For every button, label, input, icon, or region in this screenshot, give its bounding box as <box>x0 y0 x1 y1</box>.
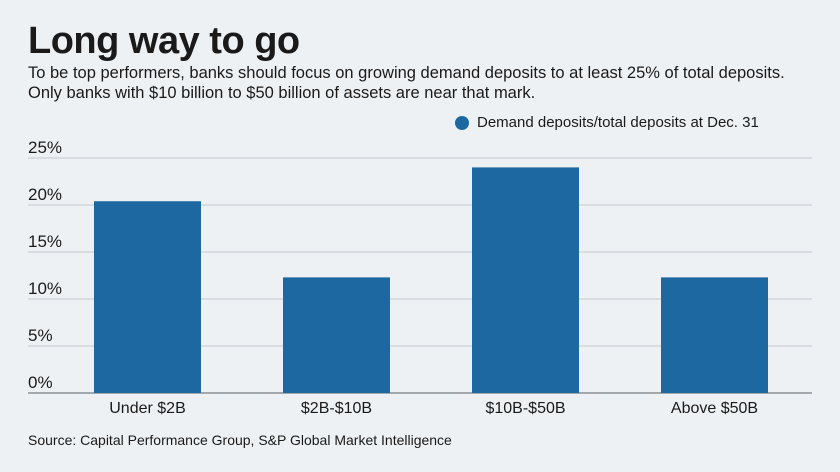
y-tick-label: 25% <box>28 138 62 157</box>
chart-title: Long way to go <box>28 20 300 62</box>
bar <box>472 167 579 393</box>
x-tick-label: $2B-$10B <box>301 400 372 417</box>
y-tick-label: 5% <box>28 326 53 345</box>
x-tick-label: Above $50B <box>671 400 758 417</box>
bar <box>94 201 201 393</box>
y-tick-label: 20% <box>28 185 62 204</box>
chart-subtitle: To be top performers, banks should focus… <box>28 64 785 102</box>
bar <box>661 277 768 393</box>
y-tick-label: 15% <box>28 232 62 251</box>
x-tick-label: $10B-$50B <box>485 400 565 417</box>
source-note: Source: Capital Performance Group, S&P G… <box>28 432 452 448</box>
y-tick-label: 10% <box>28 279 62 298</box>
legend-label: Demand deposits/total deposits at Dec. 3… <box>477 114 759 131</box>
x-tick-label: Under $2B <box>109 400 186 417</box>
legend: Demand deposits/total deposits at Dec. 3… <box>455 114 759 131</box>
bar <box>283 277 390 393</box>
legend-swatch <box>455 115 469 130</box>
y-tick-label: 0% <box>28 373 53 392</box>
